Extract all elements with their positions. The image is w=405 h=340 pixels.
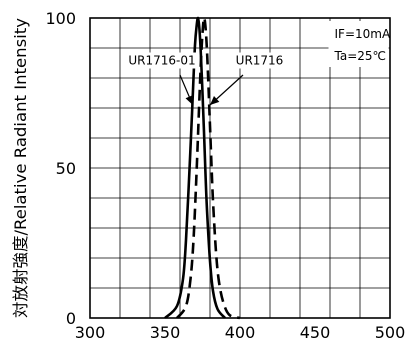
- series-line-ur1716-01: [164, 16, 226, 319]
- x-tick-label: 400: [225, 323, 256, 340]
- annotations: UR1716-01 UR1716: [125, 52, 285, 106]
- annotation-bg-ur1716-01: [125, 52, 199, 69]
- series-layer: [164, 16, 241, 320]
- annotation-bg-ur1716: [234, 52, 285, 69]
- condition-current: IF=10mA: [335, 27, 391, 41]
- x-tick-label: 350: [150, 323, 181, 340]
- annotation-ur1716-01: UR1716-01: [128, 54, 195, 68]
- y-tick-label: 50: [56, 159, 76, 178]
- series-line-ur1716: [175, 16, 241, 320]
- x-tick-label: 300: [75, 323, 106, 340]
- x-tick-label: 450: [300, 323, 331, 340]
- conditions-box-frame: [328, 21, 389, 67]
- annotation-arrowhead-ur1716: [210, 95, 220, 105]
- y-tick-label: 100: [45, 9, 76, 28]
- x-tick-label: 500: [375, 323, 405, 340]
- y-tick-label: 0: [66, 309, 76, 328]
- annotation-ur1716: UR1716: [236, 54, 284, 68]
- conditions-box: IF=10mA Ta=25℃: [328, 21, 391, 67]
- condition-temperature: Ta=25℃: [334, 49, 387, 63]
- tick-labels: 300 350 400 450 500 0 50 100: [45, 9, 405, 340]
- annotation-arrowhead-ur1716-01: [185, 95, 193, 105]
- y-axis-label: 対放射強度/Relative Radiant Intensity: [11, 18, 30, 318]
